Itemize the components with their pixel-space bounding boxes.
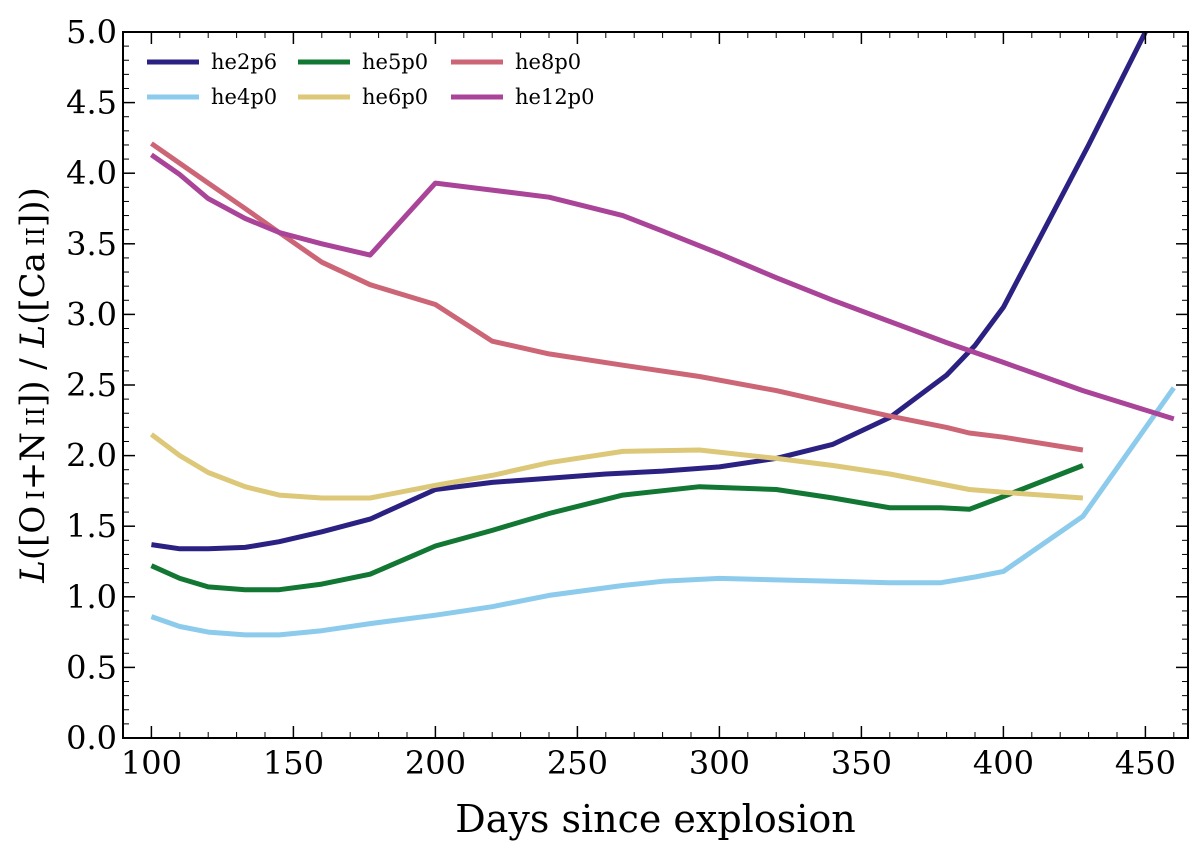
y-tick-label: 3.0 [66, 295, 117, 333]
legend-label-he12p0: he12p0 [515, 85, 594, 109]
plot-frame [122, 31, 1189, 739]
y-label-ion3: II [22, 227, 50, 246]
y-tick-label: 0.5 [66, 648, 117, 686]
legend: he2p6 he4p0 he5p0 he6p0 he8p0 he12p0 [147, 50, 594, 109]
ticks-layer: 100 150 200 250 300 350 400 450 0.0 0.5 1.0 1.5 2.0 2… [66, 13, 1188, 782]
y-label-open1: ([O [13, 506, 53, 560]
series-line-he4p0 [150, 386, 1176, 638]
y-label-l1: L [13, 560, 53, 584]
y-label-ion2: II [22, 407, 50, 426]
y-tick-label: 0.0 [66, 719, 117, 757]
x-tick-label: 300 [689, 744, 750, 782]
y-tick-label: 3.5 [66, 225, 117, 263]
y-tick-label: 1.5 [66, 507, 117, 545]
series-line-he6p0 [149, 432, 1084, 501]
y-tick-label: 1.0 [66, 578, 117, 616]
x-tick-label: 450 [1115, 744, 1176, 782]
x-tick-label: 200 [405, 744, 466, 782]
series-line-he12p0 [149, 152, 1175, 422]
legend-label-he2p6: he2p6 [211, 50, 277, 74]
x-tick-label: 400 [973, 744, 1034, 782]
y-tick-label: 4.5 [66, 84, 117, 122]
y-label-l2: L [13, 325, 53, 349]
y-label-close: ])) [13, 187, 53, 227]
x-tick-label: 150 [263, 744, 324, 782]
series-line-he2p6 [151, 32, 1148, 552]
y-tick-label: 4.0 [66, 154, 117, 192]
x-tick-label: 250 [547, 744, 608, 782]
legend-label-he6p0: he6p0 [362, 85, 428, 109]
y-tick-label: 2.5 [66, 366, 117, 404]
series-line-he8p0 [149, 141, 1084, 453]
x-tick-label: 100 [121, 744, 182, 782]
y-label-plus: +N [13, 432, 53, 490]
series-line-he5p0 [150, 463, 1084, 593]
x-tick-label: 350 [831, 744, 892, 782]
y-axis-label: L([OI+NII]) / L([CaII])) [13, 187, 53, 583]
y-label-mid: ]) / [13, 347, 53, 407]
y-tick-label: 5.0 [66, 13, 117, 51]
legend-label-he4p0: he4p0 [211, 85, 277, 109]
y-tick-label: 2.0 [66, 437, 117, 475]
y-label-open2: ([Ca [13, 252, 53, 325]
series-layer [149, 32, 1176, 638]
y-label-ion1: I [22, 490, 50, 499]
legend-label-he8p0: he8p0 [515, 50, 581, 74]
legend-label-he5p0: he5p0 [362, 50, 428, 74]
x-axis-label: Days since explosion [455, 797, 855, 841]
